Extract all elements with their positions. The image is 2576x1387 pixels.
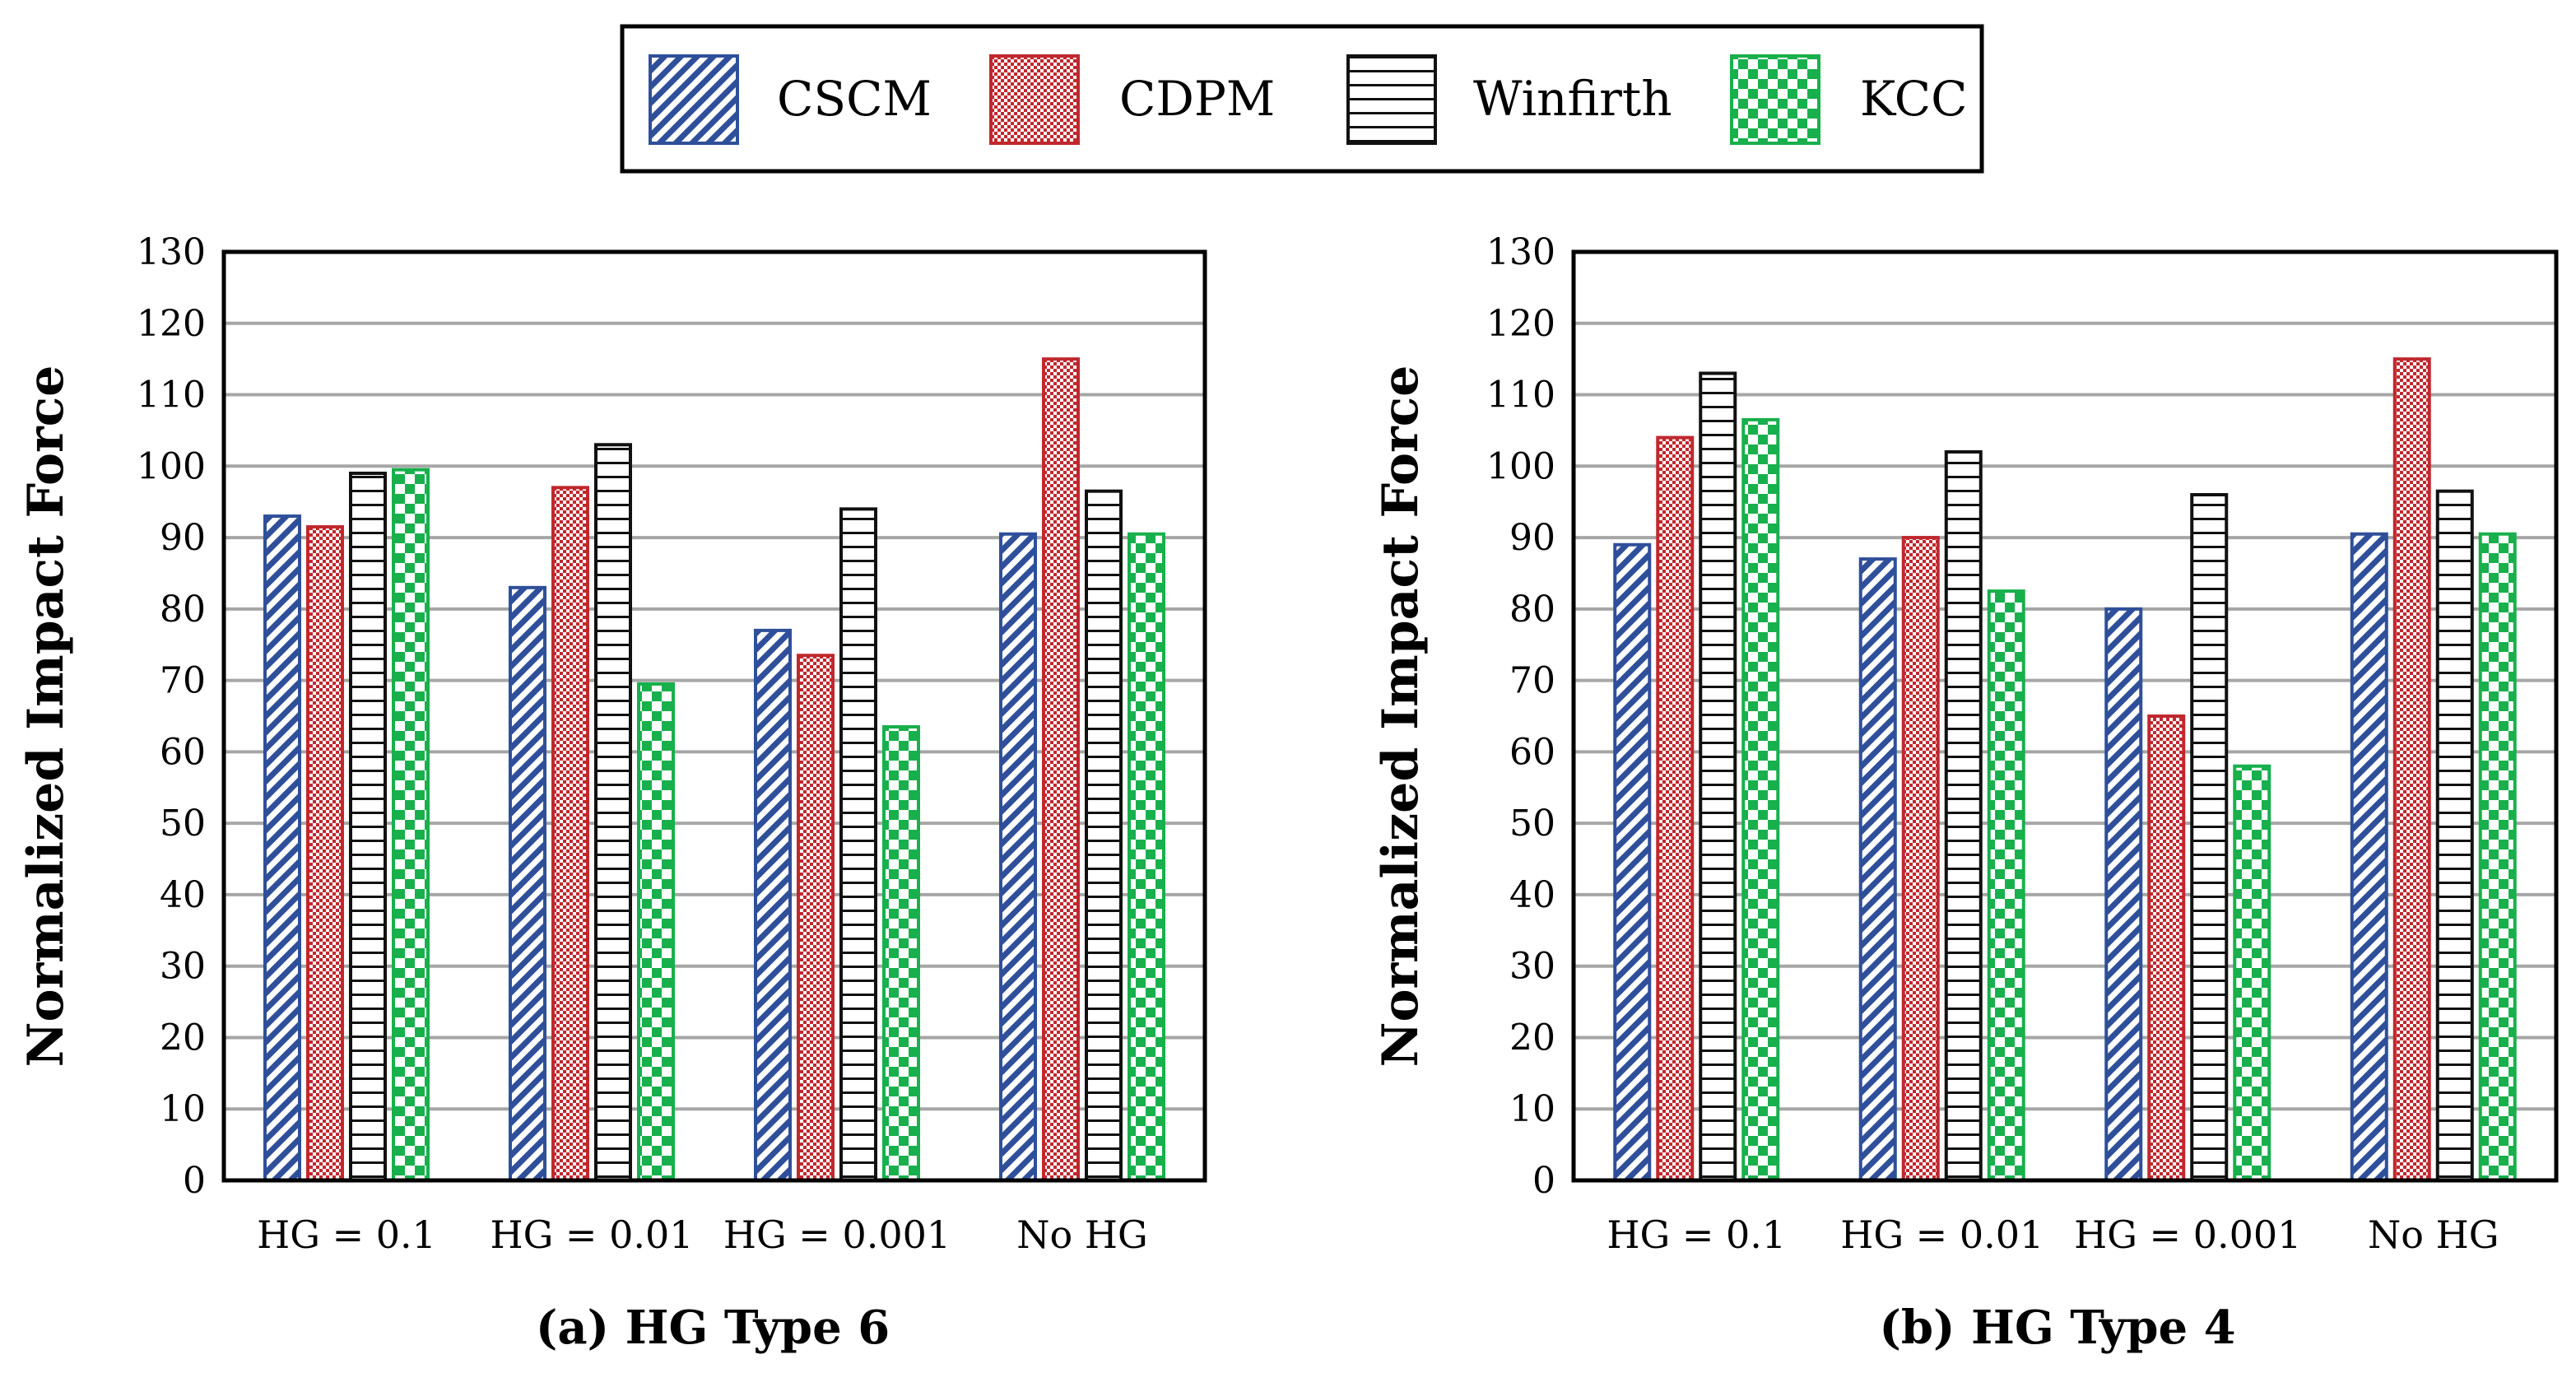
chart-a-ytick-label: 70 xyxy=(160,660,206,702)
chart-a-plot-frame xyxy=(221,249,1207,1183)
chart-a-bar-cscm xyxy=(754,628,792,1182)
chart-a-ytick-label: 30 xyxy=(160,946,206,988)
chart-b-bar-kcc xyxy=(1987,589,2025,1182)
chart-b-plot-frame xyxy=(1571,249,2559,1183)
chart-a: 0 10 20 30 40 50 60 70 80 90 100 110 120 130 HG = 0.1… xyxy=(17,231,1207,1355)
chart-b-gridlines xyxy=(1574,321,2556,1111)
chart-a-bar-winfirth xyxy=(594,443,632,1182)
chart-b-categories: HG = 0.1 HG = 0.01 HG = 0.001 No HG xyxy=(1607,1212,2499,1257)
chart-a-bar-cdpm xyxy=(551,486,589,1182)
chart-b-bar-kcc xyxy=(1741,417,1780,1182)
chart-a-bar-cdpm xyxy=(1042,357,1080,1182)
chart-a-gridlines xyxy=(224,321,1205,1111)
chart-b-ytick-label: 110 xyxy=(1486,375,1555,417)
chart-a-category-label: HG = 0.01 xyxy=(490,1212,693,1257)
chart-a-bar-cscm xyxy=(999,532,1037,1182)
chart-b-ytick-label: 90 xyxy=(1509,517,1555,559)
legend-swatch-kcc xyxy=(1730,54,1820,145)
chart-a-ytick-label: 20 xyxy=(160,1017,206,1059)
chart-a-ytick-label: 90 xyxy=(160,517,206,559)
chart-a-bar-kcc xyxy=(882,725,920,1182)
legend-swatch-cscm xyxy=(649,54,739,145)
chart-b-y-ticks: 0 10 20 30 40 50 60 70 80 90 100 110 120 130 xyxy=(1486,231,1555,1202)
chart-a-ytick-label: 60 xyxy=(160,731,206,773)
chart-a-bar-cdpm xyxy=(306,525,344,1182)
chart-b-ytick-label: 70 xyxy=(1509,660,1555,702)
chart-a-bar-winfirth xyxy=(349,471,387,1182)
chart-a-ytick-label: 100 xyxy=(137,445,206,487)
chart-b-bar-kcc xyxy=(2478,532,2517,1182)
chart-b-ylabel: Normalized Impact Force xyxy=(1372,365,1430,1068)
chart-a-caption: (a) HG Type 6 xyxy=(536,1301,890,1355)
chart-b-ytick-label: 80 xyxy=(1509,589,1555,631)
chart-b-bar-winfirth xyxy=(2190,493,2229,1182)
chart-a-bars xyxy=(263,357,1165,1182)
chart-a-bar-kcc xyxy=(637,682,675,1182)
chart-b-ytick-label: 60 xyxy=(1509,731,1555,773)
chart-b-bar-winfirth xyxy=(1944,449,1983,1182)
chart-b-ytick-label: 40 xyxy=(1509,874,1555,916)
chart-a-category-label: HG = 0.001 xyxy=(723,1212,951,1257)
chart-a-bar-cdpm xyxy=(797,654,835,1182)
legend-swatch-cdpm xyxy=(989,54,1080,145)
chart-a-ytick-label: 10 xyxy=(160,1088,206,1130)
chart-b-category-label: HG = 0.001 xyxy=(2074,1212,2301,1257)
legend-swatch-winfirth xyxy=(1346,54,1437,145)
chart-a-ylabel: Normalized Impact Force xyxy=(17,365,75,1068)
chart-a-ytick-label: 50 xyxy=(160,803,206,845)
chart-a-ytick-label: 110 xyxy=(137,375,206,417)
chart-a-ytick-label: 40 xyxy=(160,874,206,916)
chart-b-bar-cdpm xyxy=(2392,357,2431,1182)
chart-b-category-label: HG = 0.01 xyxy=(1840,1212,2044,1257)
legend-label-kcc: KCC xyxy=(1860,71,1968,127)
chart-b-ytick-label: 100 xyxy=(1486,445,1555,487)
chart-a-bar-cscm xyxy=(263,514,301,1182)
chart-a-bar-kcc xyxy=(392,468,430,1182)
chart-b-bar-cscm xyxy=(2104,607,2143,1182)
chart-a-category-label: HG = 0.1 xyxy=(257,1212,436,1257)
chart-a-bar-cscm xyxy=(509,585,546,1182)
chart-b: 0 10 20 30 40 50 60 70 80 90 100 110 120 130 HG = 0.1… xyxy=(1372,231,2559,1355)
chart-a-ytick-label: 0 xyxy=(183,1160,206,1202)
chart-a-ytick-label: 120 xyxy=(137,303,206,345)
chart-a-bar-kcc xyxy=(1128,532,1165,1182)
chart-b-bars xyxy=(1613,357,2517,1182)
legend-label-cdpm: CDPM xyxy=(1119,71,1275,127)
chart-b-ytick-label: 20 xyxy=(1509,1017,1555,1059)
chart-b-bar-cdpm xyxy=(1656,435,1695,1182)
chart-b-bar-winfirth xyxy=(1699,371,1737,1182)
chart-b-bar-cdpm xyxy=(1901,536,1940,1182)
chart-b-bar-winfirth xyxy=(2435,489,2474,1182)
chart-a-ytick-label: 80 xyxy=(160,589,206,631)
chart-b-category-label: HG = 0.1 xyxy=(1607,1212,1786,1257)
chart-b-ytick-label: 0 xyxy=(1532,1160,1555,1202)
chart-a-y-ticks: 0 10 20 30 40 50 60 70 80 90 100 110 120 130 xyxy=(137,231,206,1202)
legend-label-winfirth: Winfirth xyxy=(1473,71,1672,127)
chart-a-bar-winfirth xyxy=(839,507,877,1182)
chart-a-ytick-label: 130 xyxy=(137,231,206,273)
chart-b-ytick-label: 10 xyxy=(1509,1088,1555,1130)
chart-b-category-label: No HG xyxy=(2368,1212,2499,1257)
chart-b-bar-cscm xyxy=(1613,542,1652,1182)
chart-b-ytick-label: 130 xyxy=(1486,231,1555,273)
chart-b-ytick-label: 120 xyxy=(1486,303,1555,345)
chart-b-bar-cscm xyxy=(2350,532,2388,1182)
chart-b-bar-kcc xyxy=(2233,764,2271,1182)
chart-b-ytick-label: 50 xyxy=(1509,803,1555,845)
chart-b-caption: (b) HG Type 4 xyxy=(1879,1301,2235,1355)
legend: CSCM CDPM Winfirth KCC xyxy=(620,24,1984,174)
chart-b-ytick-label: 30 xyxy=(1509,946,1555,988)
chart-a-category-label: No HG xyxy=(1016,1212,1147,1257)
chart-b-bar-cdpm xyxy=(2147,714,2186,1182)
chart-a-bar-winfirth xyxy=(1085,489,1123,1182)
chart-b-bar-cscm xyxy=(1858,557,1897,1182)
legend-label-cscm: CSCM xyxy=(777,71,932,127)
chart-a-categories: HG = 0.1 HG = 0.01 HG = 0.001 No HG xyxy=(257,1212,1148,1257)
